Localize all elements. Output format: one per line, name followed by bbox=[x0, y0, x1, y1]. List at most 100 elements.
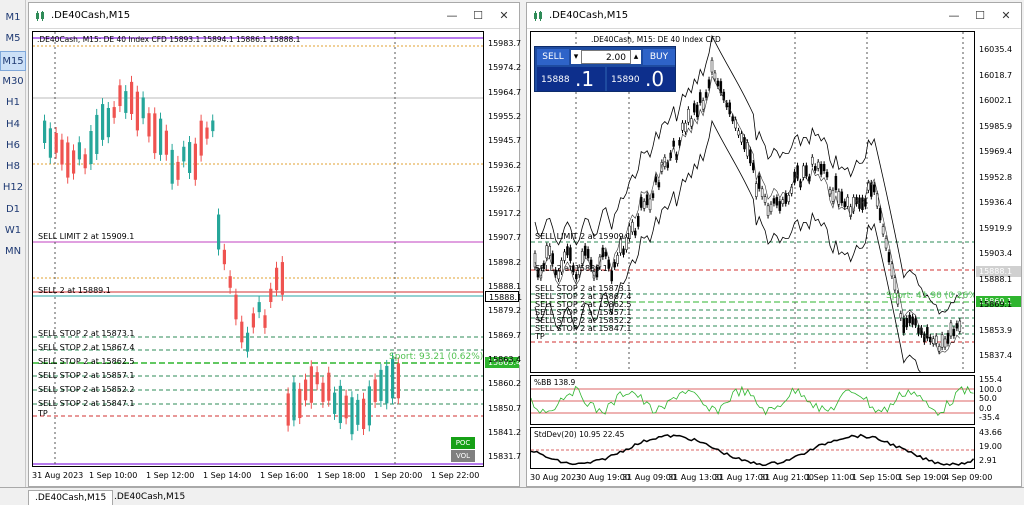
left-order-label[interactable]: SELL STOP 2 at 15847.1 bbox=[38, 399, 135, 408]
sell-button[interactable]: SELL bbox=[537, 49, 569, 65]
price-axis-label: 15936.2 bbox=[488, 160, 522, 170]
volume-down-icon[interactable]: ▾ bbox=[571, 50, 581, 64]
time-axis-label: 31 Aug 13:00 bbox=[668, 473, 722, 482]
timeframe-m5[interactable]: M5 bbox=[5, 33, 21, 45]
right-window-titlebar[interactable]: .DE40Cash,M15 — ☐ ✕ bbox=[527, 3, 1021, 29]
price-axis-label: 50.0 bbox=[979, 394, 997, 403]
right-price-axis: 15888.1 15869.1 16035.4 16018.7 16002.1 159… bbox=[976, 31, 1021, 373]
vol-button[interactable]: VOL bbox=[451, 450, 475, 462]
time-axis-label: 1 Sep 19:00 bbox=[898, 473, 947, 482]
right-chart-window: .DE40Cash,M15 — ☐ ✕ .DE40Cash, M15: DE 4… bbox=[526, 2, 1022, 487]
price-axis-label: 15850.7 bbox=[488, 403, 522, 413]
time-axis-label: 1 Sep 11:00 bbox=[806, 473, 855, 482]
price-axis-label: 15907.7 bbox=[488, 233, 522, 243]
poc-button[interactable]: POC bbox=[451, 437, 475, 449]
timeframe-w1[interactable]: W1 bbox=[4, 225, 22, 236]
time-axis-label: 1 Sep 15:00 bbox=[852, 473, 901, 482]
left-order-label[interactable]: SELL STOP 2 at 15867.4 bbox=[38, 343, 135, 352]
timeframe-m30[interactable]: M30 bbox=[2, 75, 24, 87]
right-price-plot[interactable]: .DE40Cash, M15: DE 40 Index CFD SELL ▾ 2… bbox=[530, 31, 975, 373]
maximize-icon[interactable]: ☐ bbox=[975, 9, 985, 22]
right-sport-label: Sport: 41.90 (0.26%) bbox=[886, 291, 975, 301]
right-order-label[interactable]: SELL STOP 2 at 15867.4 bbox=[535, 292, 632, 301]
volume-up-icon[interactable]: ▴ bbox=[631, 50, 641, 64]
left-price-plot[interactable]: .DE40Cash, M15: DE 40 Index CFD 15893.1 … bbox=[32, 31, 484, 467]
right-order-label[interactable]: SELL STOP 2 at 15852.2 bbox=[535, 316, 632, 325]
minimize-icon[interactable]: — bbox=[446, 9, 458, 22]
right-order-label[interactable]: TP bbox=[535, 332, 545, 341]
price-axis-label: 15983.7 bbox=[488, 39, 522, 48]
price-axis-label: 100.0 bbox=[979, 384, 1002, 394]
left-order-label[interactable]: SELL LIMIT 2 at 15909.1 bbox=[38, 232, 135, 241]
timeframe-mn[interactable]: MN bbox=[4, 246, 22, 258]
right-time-axis: 30 Aug 2023 30 Aug 19:00 31 Aug 09:00 31 Au… bbox=[530, 471, 992, 487]
right-order-label[interactable]: SELL LIMIT 2 at 15909.1 bbox=[535, 232, 632, 241]
left-current-price-box: 15888.1 bbox=[485, 291, 522, 302]
left-price-axis: 15888.1 15863.4 15983.7 15974.2 15964.7 159… bbox=[485, 31, 522, 467]
timeframe-h1[interactable]: H1 bbox=[6, 97, 20, 109]
price-axis-label: 15903.4 bbox=[979, 249, 1013, 258]
buy-price-button[interactable]: 15890 .0 bbox=[607, 67, 675, 91]
price-axis-label: 15919.9 bbox=[979, 223, 1013, 233]
minimize-icon[interactable]: — bbox=[948, 9, 960, 22]
price-axis-label: 15936.4 bbox=[979, 198, 1013, 207]
right-order-label[interactable]: SELL STOP 2 at 15873.1 bbox=[535, 284, 632, 293]
bb-axis: 155.4 100.0 50.0 0.0 -35.4 bbox=[976, 375, 1021, 425]
left-time-axis: 31 Aug 2023 1 Sep 10:00 1 Sep 12:00 1 Sep 1… bbox=[32, 469, 484, 485]
timeframe-h12[interactable]: H12 bbox=[2, 182, 24, 194]
left-order-label[interactable]: SELL STOP 2 at 15852.2 bbox=[38, 385, 135, 394]
maximize-icon[interactable]: ☐ bbox=[473, 9, 483, 22]
right-order-label[interactable]: SELL STOP 2 at 15847.1 bbox=[535, 324, 632, 333]
buy-button[interactable]: BUY bbox=[643, 49, 675, 65]
price-axis-label: 15974.2 bbox=[488, 63, 522, 73]
timeframe-h4[interactable]: H4 bbox=[6, 118, 20, 130]
chart-tab-2[interactable]: .DE40Cash,M15 bbox=[114, 492, 186, 502]
price-axis-label: 15926.7 bbox=[488, 184, 522, 194]
timeframe-m1[interactable]: M1 bbox=[5, 12, 21, 23]
time-axis-label: 1 Sep 20:00 bbox=[374, 471, 423, 480]
right-order-label[interactable]: SELL STOP 2 at 15857.1 bbox=[535, 308, 632, 317]
volume-input[interactable]: 2.00 bbox=[581, 50, 631, 64]
sell-price-button[interactable]: 15888 .1 bbox=[537, 67, 605, 91]
timeframe-h8[interactable]: H8 bbox=[6, 161, 20, 173]
left-window-title: .DE40Cash,M15 bbox=[51, 10, 131, 21]
stddev-axis: 43.66 19.00 2.91 bbox=[976, 427, 1021, 469]
price-axis-label: 15837.4 bbox=[979, 351, 1013, 360]
stddev-title: StdDev(20) 10.95 22.45 bbox=[534, 430, 625, 439]
left-order-label[interactable]: SELL 2 at 15889.1 bbox=[38, 286, 111, 295]
price-axis-label: 15853.9 bbox=[979, 325, 1013, 335]
chart-tab-1[interactable]: .DE40Cash,M15 bbox=[28, 490, 114, 505]
left-order-label[interactable]: SELL STOP 2 at 15857.1 bbox=[38, 371, 135, 380]
timeframe-d1[interactable]: D1 bbox=[5, 203, 21, 215]
left-candles-svg bbox=[33, 32, 483, 466]
stddev-indicator-plot[interactable]: StdDev(20) 10.95 22.45 bbox=[530, 427, 975, 469]
left-order-label[interactable]: SELL STOP 2 at 15873.1 bbox=[38, 329, 135, 338]
left-order-label[interactable]: SELL STOP 2 at 15862.5 bbox=[38, 357, 135, 366]
price-axis-label: 2.91 bbox=[979, 456, 997, 465]
close-icon[interactable]: ✕ bbox=[1001, 9, 1011, 22]
right-window-title: .DE40Cash,M15 bbox=[549, 10, 629, 21]
timeframe-m15[interactable]: M15 bbox=[0, 50, 26, 71]
timeframe-bar: M1 M5 M15 M30 H1 H4 H6 H8 H12 D1 W1 MN bbox=[0, 0, 26, 487]
right-order-label[interactable]: SELL STOP 2 at 15862.5 bbox=[535, 300, 632, 309]
close-icon[interactable]: ✕ bbox=[499, 9, 509, 22]
left-order-label[interactable]: TP bbox=[38, 409, 48, 418]
left-window-titlebar[interactable]: .DE40Cash,M15 — ☐ ✕ bbox=[29, 3, 519, 29]
right-current-price-box: 15888.1 bbox=[976, 266, 1021, 277]
price-axis-label: 155.4 bbox=[979, 375, 1002, 384]
chart-logo-icon bbox=[36, 11, 44, 21]
time-axis-label: 1 Sep 22:00 bbox=[431, 471, 480, 480]
price-axis-label: 16018.7 bbox=[979, 70, 1013, 80]
left-chart-header: .DE40Cash, M15: DE 40 Index CFD 15893.1 … bbox=[37, 35, 301, 44]
right-order-label[interactable]: SELL 2 at 15889.1 bbox=[535, 264, 608, 273]
timeframe-h6[interactable]: H6 bbox=[6, 139, 20, 151]
price-axis-label: 15952.8 bbox=[979, 172, 1013, 182]
chart-tabs-bar: .DE40Cash,M15 .DE40Cash,M15 bbox=[0, 487, 1024, 505]
price-axis-label: 15879.2 bbox=[488, 306, 522, 316]
right-chart-header: .DE40Cash, M15: DE 40 Index CFD bbox=[591, 35, 721, 44]
price-axis-label: -35.4 bbox=[979, 413, 1000, 422]
time-axis-label: 30 Aug 19:00 bbox=[576, 473, 630, 482]
price-axis-label: 19.00 bbox=[979, 442, 1002, 451]
right-green-price-box: 15869.1 bbox=[976, 296, 1021, 307]
bb-indicator-plot[interactable]: %BB 138.9 bbox=[530, 375, 975, 425]
